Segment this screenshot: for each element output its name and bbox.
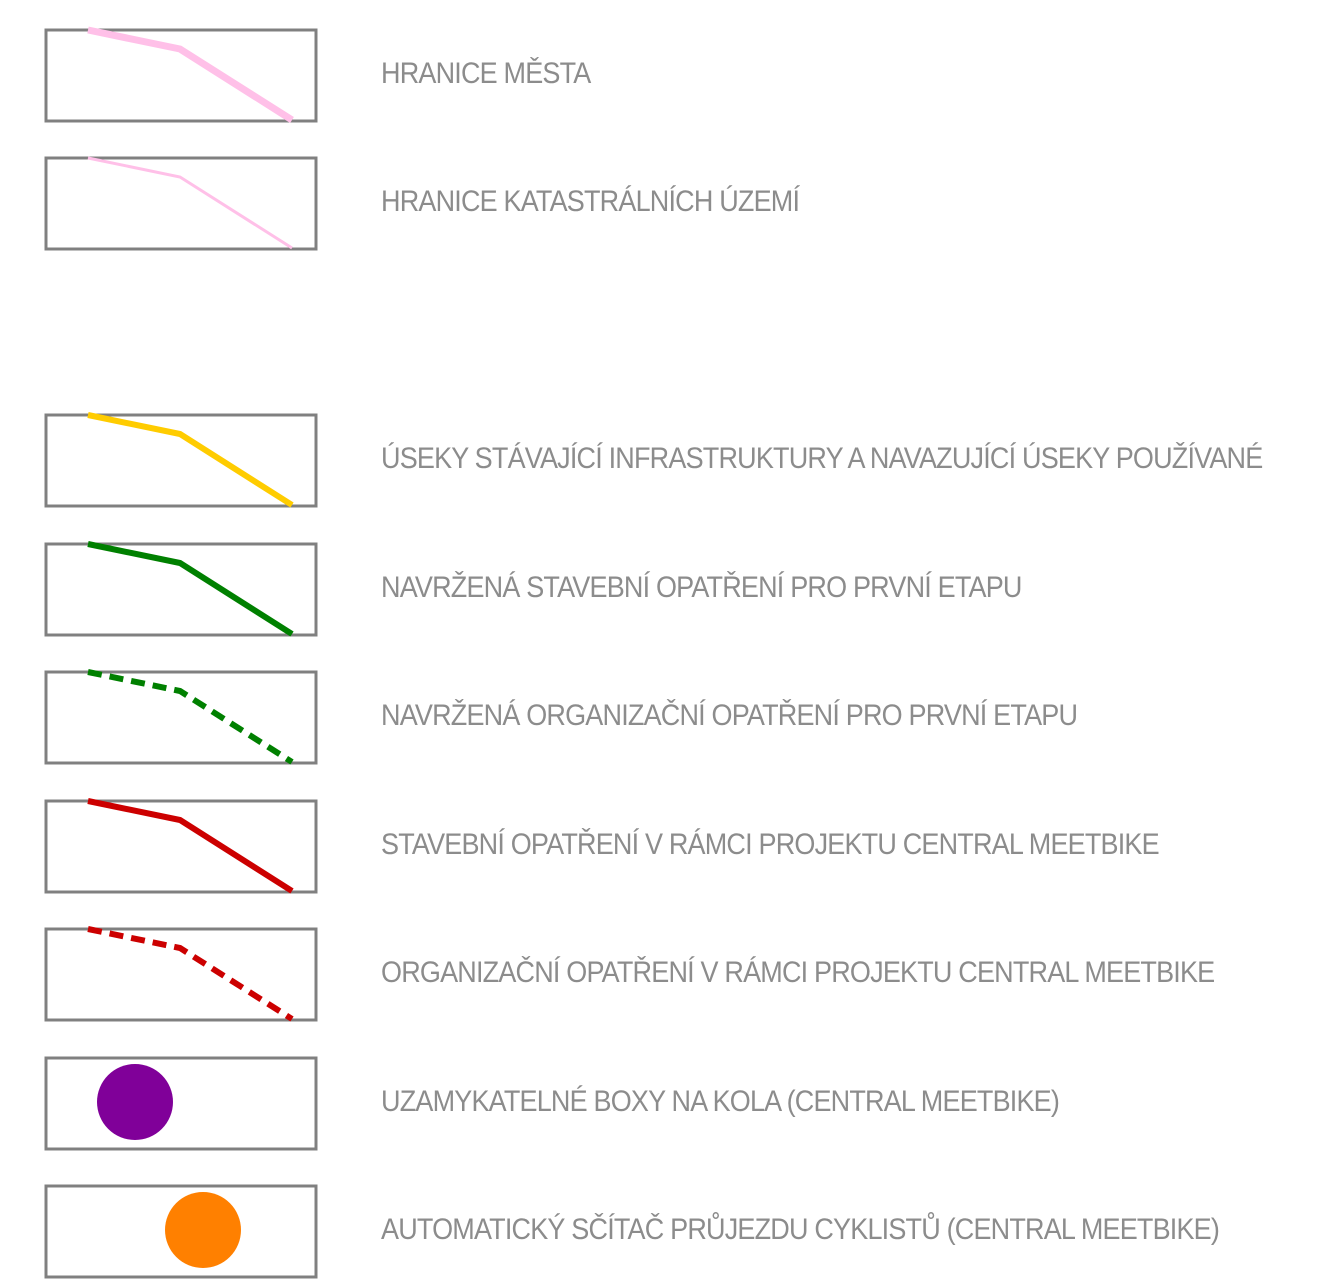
organizational-first-stage-symbol [44,669,318,765]
legend-label-construction-central-meetbike: STAVEBNÍ OPATŘENÍ V RÁMCI PROJEKTU CENTR… [381,828,1160,861]
legend-label-organizational-central-meetbike: ORGANIZAČNÍ OPATŘENÍ V RÁMCI PROJEKTU CE… [381,956,1215,989]
legend-label-existing-infrastructure: ÚSEKY STÁVAJÍCÍ INFRASTRUKTURY A NAVAZUJ… [381,442,1263,475]
legend-label-construction-first-stage: NAVRŽENÁ STAVEBNÍ OPATŘENÍ PRO PRVNÍ ETA… [381,571,1022,604]
orange-dot-icon [165,1192,241,1268]
organizational-central-meetbike-symbol [44,926,318,1022]
existing-infrastructure-line [87,412,294,508]
symbol-frame [44,156,318,251]
purple-dot-icon [97,1064,173,1140]
organizational-central-meetbike-line [87,926,294,1022]
legend-item-organizational-first-stage: NAVRŽENÁ ORGANIZAČNÍ OPATŘENÍ PRO PRVNÍ … [0,669,1329,766]
symbol-frame [44,542,318,637]
legend-item-city-boundary: HRANICE MĚSTA [0,26,1329,124]
legend-label-organizational-first-stage: NAVRŽENÁ ORGANIZAČNÍ OPATŘENÍ PRO PRVNÍ … [381,699,1078,732]
legend-label-automatic-cyclist-counter: AUTOMATICKÝ SČÍTAČ PRŮJEZDU CYKLISTŮ (CE… [381,1213,1220,1246]
organizational-first-stage-line [87,669,294,765]
existing-infrastructure-symbol [44,412,318,508]
lockable-bike-boxes-symbol [44,1056,318,1151]
construction-first-stage-line [87,541,294,637]
cadastral-boundary-line [87,156,293,250]
automatic-cyclist-counter-symbol [44,1184,318,1279]
legend-label-lockable-bike-boxes: UZAMYKATELNÉ BOXY NA KOLA (CENTRAL MEETB… [381,1085,1060,1118]
construction-first-stage-symbol [44,541,318,637]
city-boundary-symbol [44,26,318,123]
legend-label-cadastral-boundary: HRANICE KATASTRÁLNÍCH ÚZEMÍ [381,185,800,218]
legend-item-cadastral-boundary: HRANICE KATASTRÁLNÍCH ÚZEMÍ [0,156,1329,252]
symbol-frame [44,1056,318,1151]
cadastral-boundary-symbol [44,156,318,251]
construction-central-meetbike-symbol [44,798,318,894]
legend-label-city-boundary: HRANICE MĚSTA [381,57,591,90]
legend-item-organizational-central-meetbike: ORGANIZAČNÍ OPATŘENÍ V RÁMCI PROJEKTU CE… [0,926,1329,1023]
legend-item-construction-central-meetbike: STAVEBNÍ OPATŘENÍ V RÁMCI PROJEKTU CENTR… [0,798,1329,895]
construction-central-meetbike-line [87,798,294,894]
legend-item-lockable-bike-boxes: UZAMYKATELNÉ BOXY NA KOLA (CENTRAL MEETB… [0,1056,1329,1152]
legend-item-existing-infrastructure: ÚSEKY STÁVAJÍCÍ INFRASTRUKTURY A NAVAZUJ… [0,412,1329,509]
city-boundary-line [87,26,294,123]
legend-item-construction-first-stage: NAVRŽENÁ STAVEBNÍ OPATŘENÍ PRO PRVNÍ ETA… [0,541,1329,638]
legend-item-automatic-cyclist-counter: AUTOMATICKÝ SČÍTAČ PRŮJEZDU CYKLISTŮ (CE… [0,1184,1329,1280]
